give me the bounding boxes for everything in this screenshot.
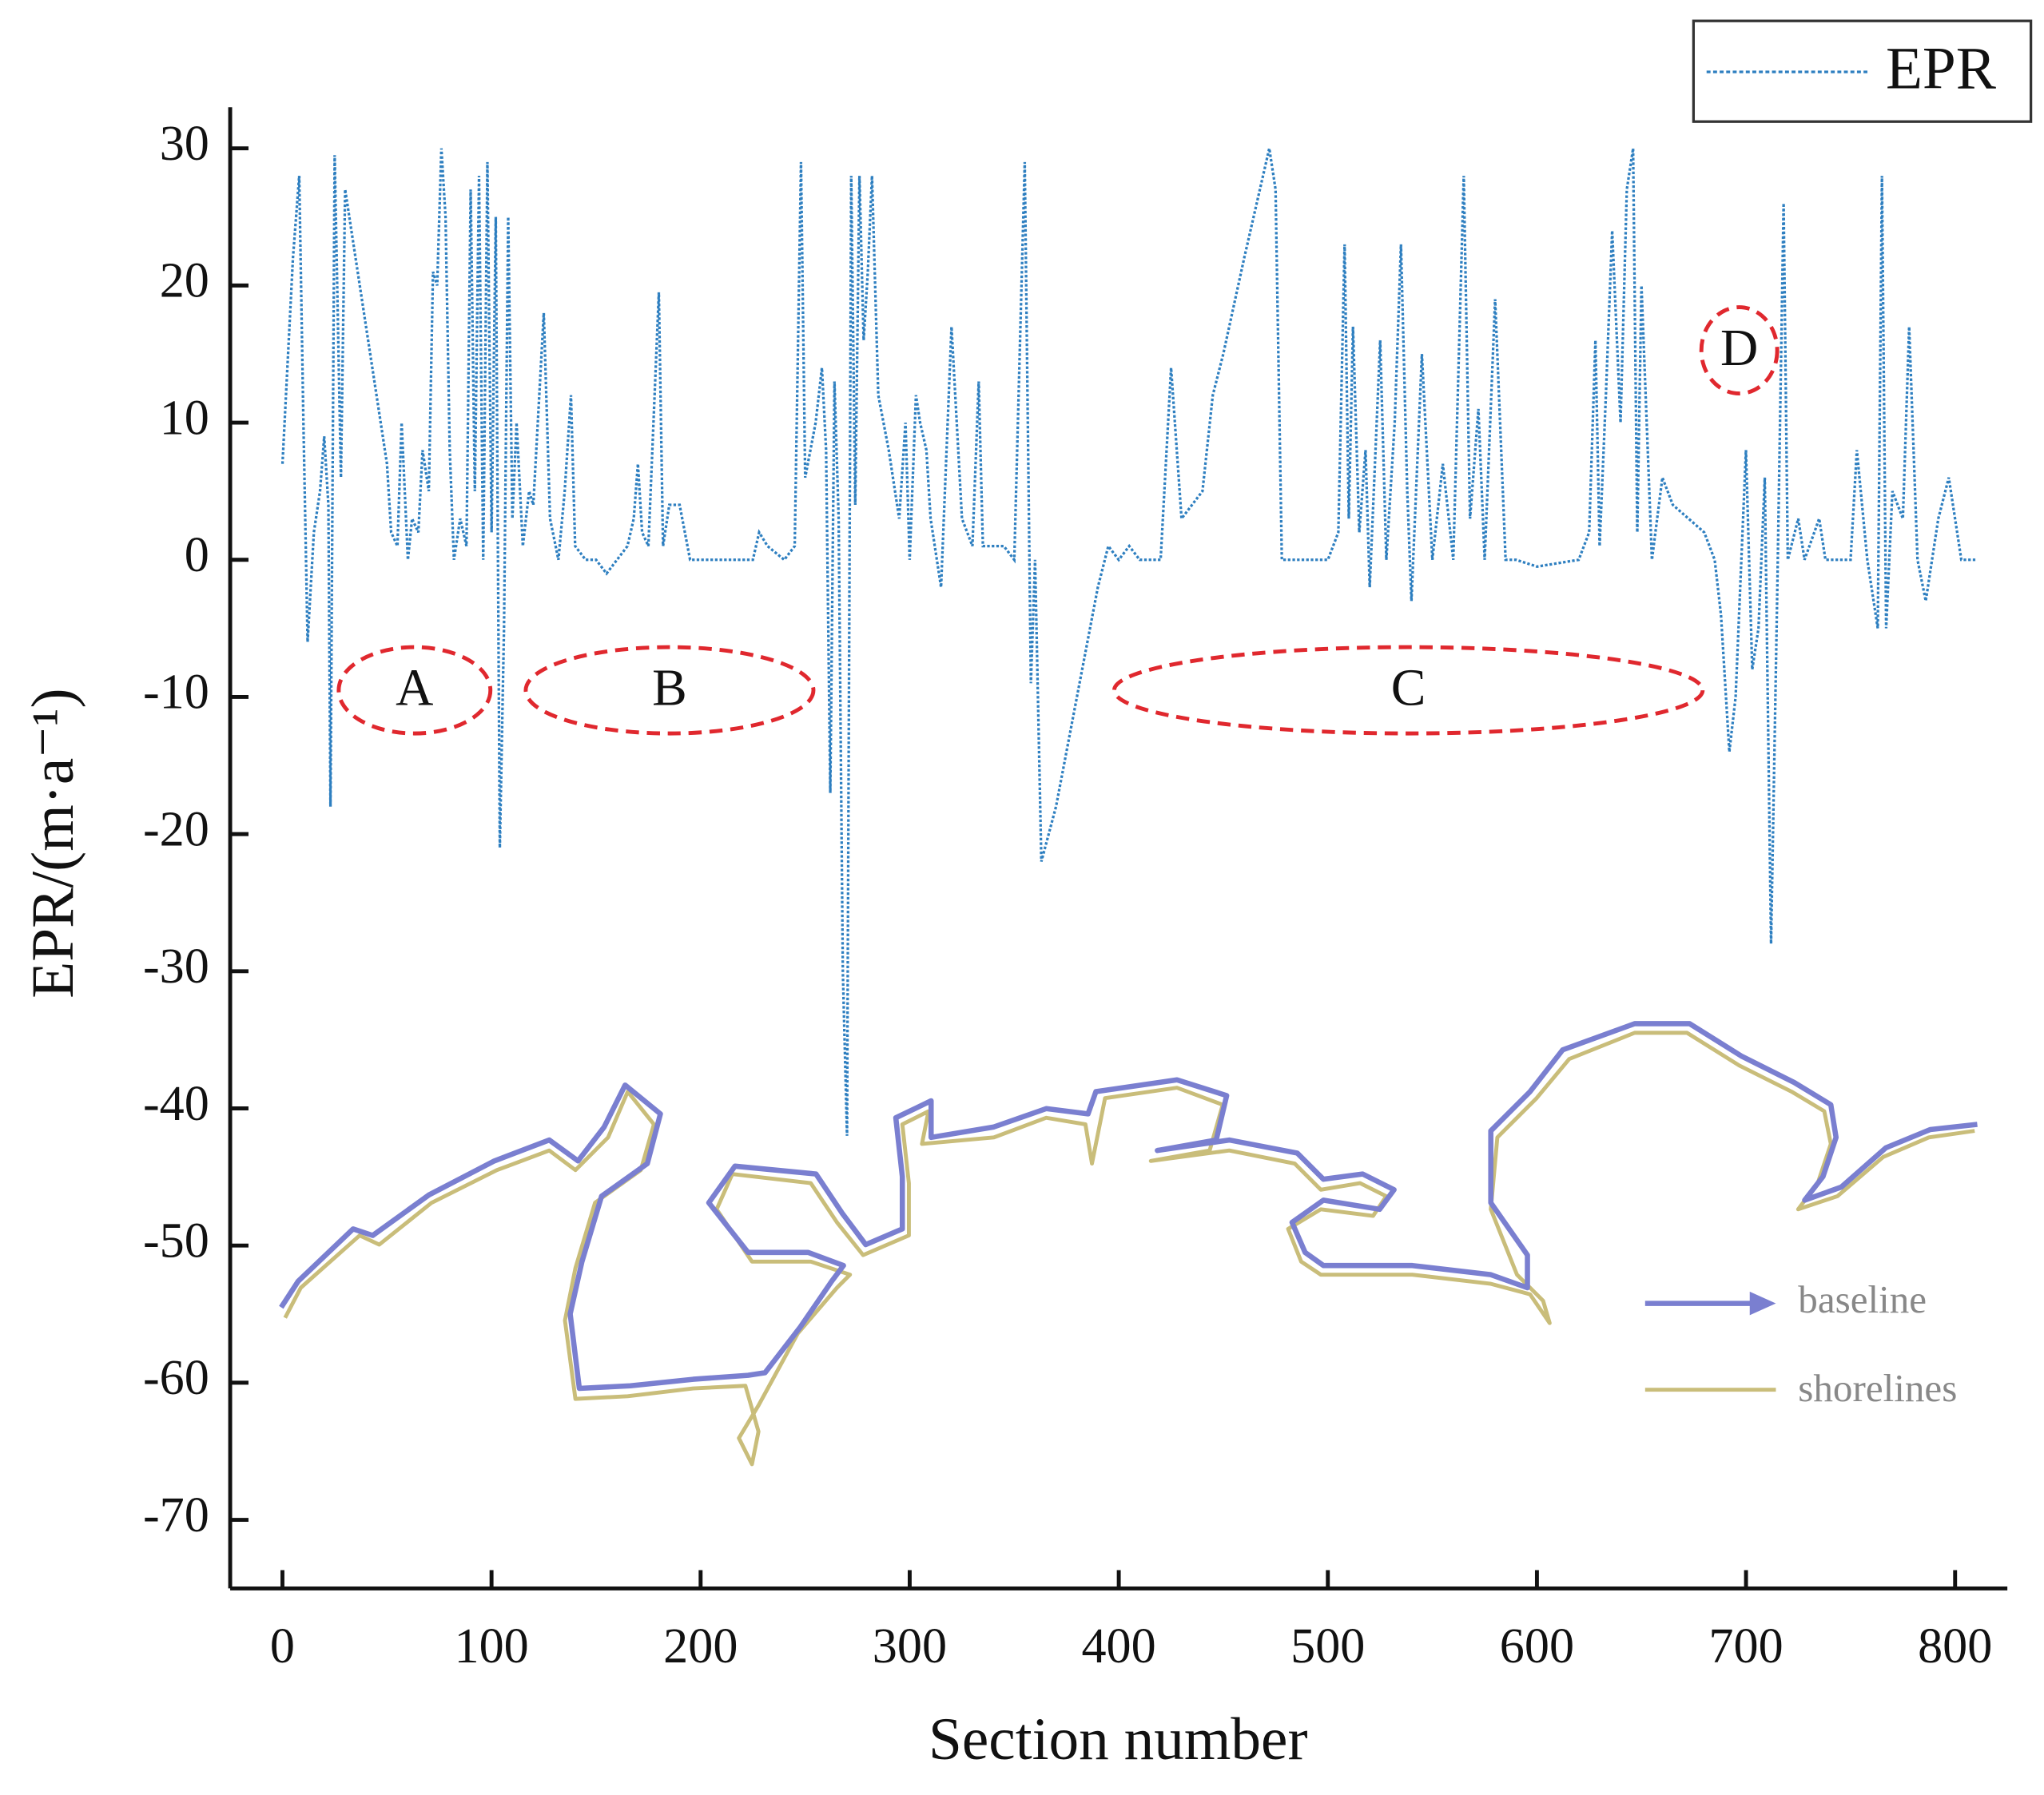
y-tick-label: -60 [143,1351,209,1405]
annotation-ellipse [1111,645,1705,736]
shoreline-map [283,1031,1975,1467]
annotation-ellipse [523,645,816,736]
x-tick-label: 800 [1918,1619,1992,1674]
x-tick-label: 600 [1500,1619,1574,1674]
legend-label: EPR [1886,36,1997,102]
annotation-ellipse [1699,305,1780,396]
annotation-label: C [1391,659,1426,717]
y-tick-label: -30 [143,939,209,994]
y-tick-label: 10 [160,391,209,445]
inset-legend-label: shorelines [1798,1366,1957,1410]
annotation-label: D [1720,320,1758,377]
x-tick-label: 0 [270,1619,295,1674]
epr-line [280,148,1976,1136]
y-tick-label: -40 [143,1077,209,1131]
annotation-label: B [652,659,687,717]
y-tick-label: 30 [160,117,209,171]
legend-baseline-arrow [1749,1291,1776,1316]
annotation-ellipse [336,645,493,736]
x-tick-label: 700 [1708,1619,1783,1674]
x-tick-label: 100 [455,1619,529,1674]
annotation-label: A [396,659,433,717]
y-axis-label: EPR/(m·a⁻¹) [20,688,86,998]
y-tick-label: -70 [143,1488,209,1543]
x-axis-label: Section number [929,1706,1308,1773]
y-tick-label: -50 [143,1213,209,1268]
inset-legend-label: baseline [1798,1277,1927,1321]
x-tick-label: 300 [873,1619,947,1674]
y-tick-label: -10 [143,665,209,720]
y-tick-label: 0 [185,528,209,582]
y-tick-label: 20 [160,254,209,308]
x-tick-label: 500 [1290,1619,1365,1674]
x-tick-label: 200 [663,1619,738,1674]
y-tick-label: -20 [143,802,209,856]
x-tick-label: 400 [1081,1619,1155,1674]
inset-map [279,1021,1978,1467]
baseline-map [279,1021,1978,1392]
